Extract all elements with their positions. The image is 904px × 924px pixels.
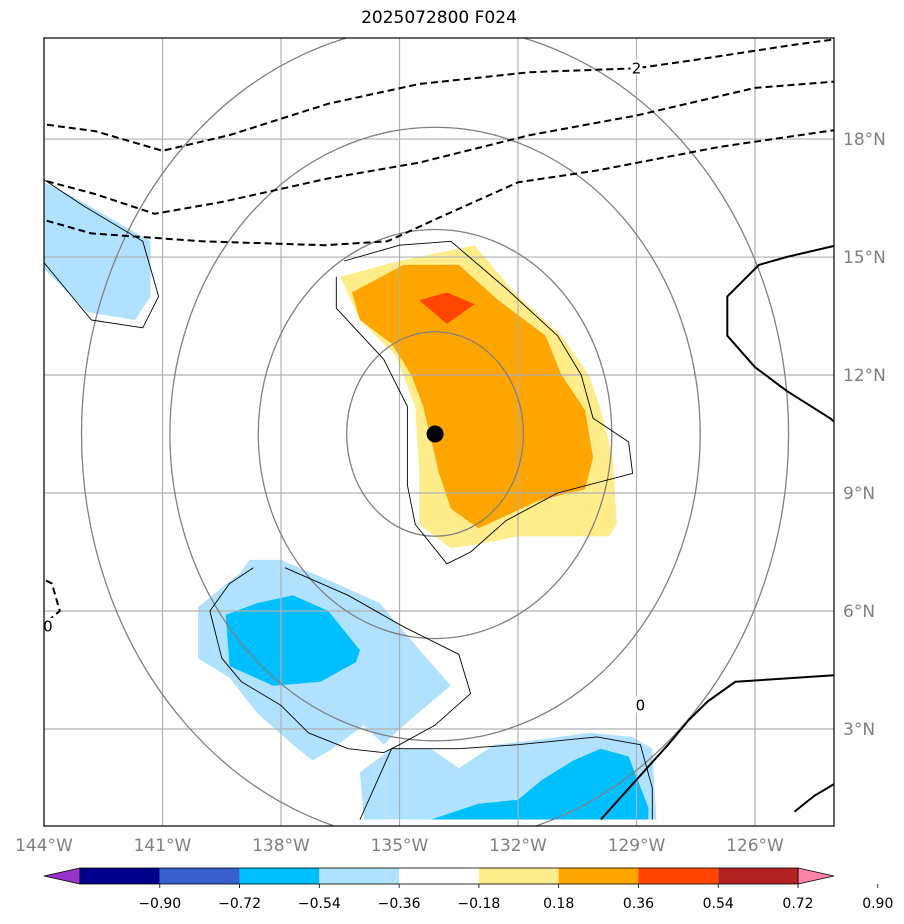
contour-label: 2 — [632, 59, 642, 77]
colorbar-box — [239, 868, 320, 884]
colorbar-box — [159, 868, 240, 884]
contour-line-thin — [44, 179, 160, 329]
colorbar-extend-low — [43, 867, 81, 885]
colorbar-box — [638, 868, 719, 884]
colorbar-tick-label: 0.18 — [543, 896, 574, 912]
contour-line-thin — [359, 736, 653, 820]
colorbar-tick-label: 0.90 — [862, 896, 893, 912]
y-tick-label: 9°N — [843, 484, 875, 504]
contour-line-thick — [793, 783, 834, 813]
contour-line-dashed — [44, 80, 834, 215]
contour-line-dashed — [44, 129, 834, 247]
contour-label: 0 — [636, 696, 646, 714]
colorbar-tick-label: −0.54 — [298, 896, 341, 912]
range-ring — [346, 331, 525, 537]
x-tick-label: 141°W — [134, 836, 192, 856]
contour-line-thick — [726, 244, 834, 423]
x-tick-label: 132°W — [489, 836, 547, 856]
range-ring — [169, 126, 701, 742]
colorbar-tick-label: −0.18 — [457, 896, 500, 912]
colorbar-extend-high — [797, 867, 835, 885]
axis-ticks-layer: 144°W 141°W 138°W 135°W 132°W 129°W 126°W 3°N 6°… — [15, 130, 886, 856]
x-tick-label: 135°W — [371, 836, 429, 856]
center-marker-dot — [426, 425, 444, 443]
colorbar-box — [718, 868, 798, 884]
x-tick-label: 144°W — [15, 836, 73, 856]
colorbar-tick-label: 0.72 — [782, 896, 813, 912]
contour-line-thick — [600, 674, 834, 821]
colorbar-frame — [79, 867, 799, 885]
contour-line-thin — [209, 567, 472, 754]
contour-label-bg — [630, 59, 643, 76]
contour-label-bg — [634, 696, 647, 713]
y-tick-label: 6°N — [843, 602, 875, 622]
colorbar-box — [319, 868, 400, 884]
colorbar-box — [478, 868, 559, 884]
contour-line-thin — [335, 240, 634, 565]
range-ring — [80, 38, 790, 826]
y-tick-label: 15°N — [843, 248, 886, 268]
contour-label-bg — [44, 617, 54, 634]
x-tick-label: 129°W — [608, 836, 666, 856]
plot-frame — [43, 37, 835, 827]
contour-line-dashed — [44, 38, 834, 152]
shaded-region — [431, 748, 649, 820]
x-tick-label: 126°W — [726, 836, 784, 856]
contours-layer — [44, 38, 834, 821]
contour-labels-layer: 2 0 0 — [43, 59, 647, 714]
colorbar-box — [399, 868, 479, 884]
center-marker-layer — [426, 425, 444, 443]
range-ring — [257, 228, 613, 640]
shaded-region — [44, 182, 151, 320]
map-title: 2025072800 F024 — [361, 8, 517, 28]
y-tick-label: 3°N — [843, 720, 875, 740]
range-rings-layer — [80, 38, 790, 826]
x-tick-label: 138°W — [252, 836, 310, 856]
y-tick-label: 12°N — [843, 366, 886, 386]
colorbar-box — [558, 868, 639, 884]
contour-label: 0 — [43, 618, 53, 636]
colorbar-tick-label: −0.90 — [138, 896, 181, 912]
colorbar-tick-label: 0.36 — [623, 896, 654, 912]
shaded-regions-layer — [44, 182, 657, 820]
colorbar-tick-label: 0.54 — [703, 896, 734, 912]
colorbar-tick-label: −0.36 — [378, 896, 421, 912]
shaded-region — [352, 264, 594, 529]
colorbar-tick-label: −0.72 — [218, 896, 261, 912]
colorbar-box — [80, 868, 160, 884]
colorbar: −0.90 −0.72 −0.54 −0.36 −0.18 0.18 0.36 0.54 0.7… — [43, 867, 893, 912]
shaded-region — [419, 292, 475, 324]
y-tick-label: 18°N — [843, 130, 886, 150]
